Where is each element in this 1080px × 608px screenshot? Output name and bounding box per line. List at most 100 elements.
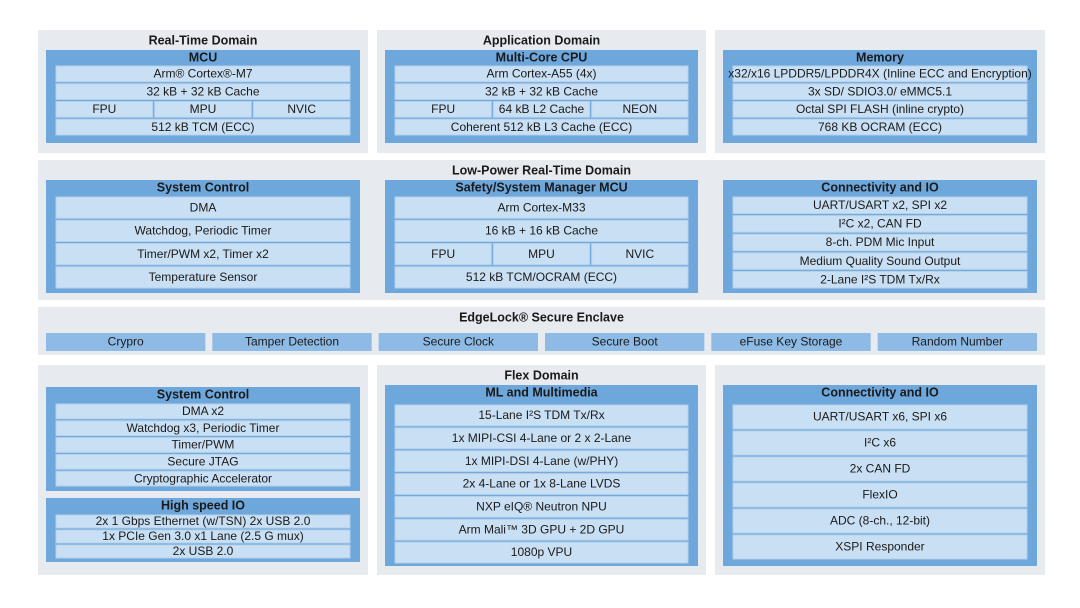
panel-title: Flex Domain — [504, 368, 578, 382]
cell-label: Tamper Detection — [245, 335, 339, 349]
cell — [711, 333, 871, 351]
cell — [394, 473, 689, 495]
cell — [394, 65, 689, 83]
cell — [154, 101, 252, 118]
cell-label: 768 KB OCRAM (ECC) — [818, 120, 942, 134]
cell — [394, 404, 689, 427]
block-title: Connectivity and IO — [821, 385, 939, 399]
cell-label: FPU — [431, 247, 455, 261]
cell-label: Arm Cortex-M33 — [497, 200, 585, 214]
cell-label: Secure Boot — [592, 335, 659, 349]
cell — [732, 118, 1028, 136]
cell-label: NVIC — [625, 247, 654, 261]
cell — [732, 196, 1028, 215]
block-title: Safety/System Manager MCU — [455, 180, 627, 194]
cell — [55, 420, 351, 437]
cell — [394, 101, 492, 118]
cell-label: 2x CAN FD — [850, 462, 911, 476]
cell-label: Arm Cortex-A55 (4x) — [486, 67, 596, 81]
cell — [212, 333, 372, 351]
cell — [732, 65, 1028, 83]
block-title: System Control — [157, 180, 249, 194]
block-title: System Control — [157, 387, 249, 401]
cell — [394, 196, 689, 219]
cell-label: 3x SD/ SDIO3.0/ eMMC5.1 — [808, 84, 952, 98]
cell — [394, 495, 689, 518]
cell — [55, 470, 351, 487]
cell-label: Secure JTAG — [167, 454, 238, 468]
cell-label: Octal SPI FLASH (inline crypto) — [796, 102, 964, 116]
cell — [732, 404, 1028, 430]
cell-label: 1080p VPU — [511, 545, 572, 559]
cell-label: Temperature Sensor — [149, 270, 258, 284]
cell-label: NEON — [622, 102, 657, 116]
cell — [55, 514, 351, 529]
cell — [732, 508, 1028, 534]
cell — [732, 430, 1028, 456]
cell-label: NXP eIQ® Neutron NPU — [476, 500, 607, 514]
panel — [38, 307, 1045, 355]
cell-label: Watchdog, Periodic Timer — [135, 224, 272, 238]
cell-label: 2x 4-Lane or 1x 8-Lane LVDS — [463, 477, 621, 491]
cell — [55, 266, 351, 289]
cell — [492, 101, 591, 118]
cell-label: 512 kB TCM (ECC) — [151, 120, 254, 134]
cell-label: 64 kB L2 Cache — [499, 102, 585, 116]
block-title: ML and Multimedia — [485, 385, 598, 399]
cell-label: x32/x16 LPDDR5/LPDDR4X (Inline ECC and E… — [728, 67, 1031, 81]
cell-label: 32 kB + 32 kB Cache — [485, 84, 598, 98]
cell-label: Medium Quality Sound Output — [800, 254, 961, 268]
cell — [732, 83, 1028, 100]
cell — [732, 456, 1028, 482]
cell-label: Arm Mali™ 3D GPU + 2D GPU — [459, 522, 625, 536]
block-title: High speed IO — [161, 498, 245, 512]
cell — [732, 482, 1028, 508]
cell — [394, 83, 689, 100]
cell-label: FPU — [431, 102, 455, 116]
cell — [46, 333, 206, 351]
cell-label: ADC (8-ch., 12-bit) — [830, 514, 930, 528]
cell-label: 2-Lane I²S TDM Tx/Rx — [820, 272, 940, 286]
cell-label: 2x 1 Gbps Ethernet (w/TSN) 2x USB 2.0 — [96, 514, 311, 528]
panel-title: EdgeLock® Secure Enclave — [459, 310, 624, 324]
block-title: Memory — [856, 50, 904, 64]
cell-label: FPU — [92, 102, 116, 116]
cell — [732, 101, 1028, 118]
cell-label: 1x MIPI-CSI 4-Lane or 2 x 2-Lane — [452, 431, 632, 445]
cell-label: Coherent 512 kB L3 Cache (ECC) — [451, 120, 632, 134]
cell-label: eFuse Key Storage — [740, 335, 843, 349]
cell-label: 1x MIPI-DSI 4-Lane (w/PHY) — [465, 454, 618, 468]
cell-label: DMA — [190, 200, 217, 214]
cell-label: I²C x2, CAN FD — [838, 217, 922, 231]
block-title: Multi-Core CPU — [496, 50, 588, 64]
cell — [55, 437, 351, 453]
cell — [252, 101, 351, 118]
cell — [55, 118, 351, 136]
cell-label: Cryptographic Accelerator — [134, 471, 272, 485]
cell — [55, 219, 351, 242]
cell-label: 512 kB TCM/OCRAM (ECC) — [466, 270, 617, 284]
cell — [55, 196, 351, 219]
cell — [394, 243, 492, 266]
cell — [732, 215, 1028, 233]
cell-label: 1x PCIe Gen 3.0 x1 Lane (2.5 G mux) — [102, 529, 303, 543]
cell — [394, 266, 689, 289]
cell-label: Random Number — [912, 335, 1003, 349]
cell — [492, 243, 591, 266]
cell — [55, 83, 351, 100]
panel-title: Application Domain — [483, 33, 600, 47]
cell-label: Secure Clock — [423, 335, 495, 349]
cell — [55, 243, 351, 266]
block-title: MCU — [189, 50, 217, 64]
cell-label: UART/USART x2, SPI x2 — [813, 198, 947, 212]
cell — [394, 118, 689, 136]
cell — [55, 403, 351, 420]
cell-label: Arm® Cortex®-M7 — [153, 67, 252, 81]
cell — [55, 544, 351, 559]
cell-label: 8-ch. PDM Mic Input — [826, 235, 935, 249]
cell — [55, 529, 351, 544]
cell-label: NVIC — [287, 102, 316, 116]
panel-title: Low-Power Real-Time Domain — [452, 163, 631, 177]
cell — [394, 518, 689, 541]
